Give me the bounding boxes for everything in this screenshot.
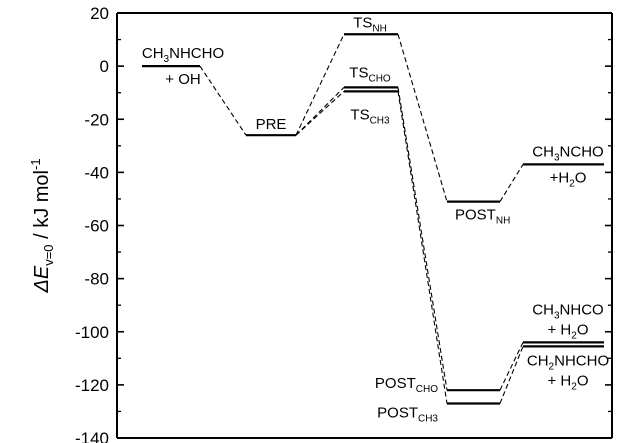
connector-reactants-to-pre: [199, 65, 247, 136]
connector-post_nh-to-prod_nh: [499, 164, 524, 202]
y-tick-label: -120: [75, 376, 109, 395]
axes: -140 -120 -100 -80 -60 -40 -20 0 20 ΔEv=0 / kJ mo…: [28, 4, 613, 443]
level-label2-prod_nh: +H2O: [550, 169, 587, 189]
connector-ts_nh-to-post_nh: [397, 34, 448, 202]
connector-post_ch3-to-prod_ch3: [499, 346, 524, 404]
y-tick-label: -80: [84, 270, 109, 289]
connector-lines: [199, 34, 524, 404]
y-tick-label: -140: [75, 429, 109, 443]
connector-ts_ch3-to-post_ch3: [397, 91, 448, 404]
level-label2-reactants: + OH: [165, 71, 200, 88]
level-label-prod_cho: CH3NHCO: [532, 301, 603, 321]
connector-pre-to-ts_ch3: [295, 90, 345, 136]
level-label-prod_ch3: CH2NHCHO: [527, 352, 609, 372]
level-label-post_ch3: POSTCH3: [377, 404, 438, 424]
level-label-reactants: CH3NHCHO: [142, 45, 224, 65]
y-tick-label: -100: [75, 323, 109, 342]
level-label-ts_cho: TSCHO: [349, 64, 391, 84]
level-labels: CH3NHCHO + OH PRE TSNH TSCHO TSCH3 POSTNH POSTC…: [142, 14, 609, 424]
level-label2-prod_ch3: + H2O: [548, 372, 589, 392]
energy-levels: [142, 33, 604, 405]
y-tick-label: 0: [100, 57, 109, 76]
level-label-pre: PRE: [256, 116, 287, 133]
level-label-ts_nh: TSNH: [353, 14, 387, 34]
connector-pre-to-ts_nh: [295, 34, 345, 136]
y-tick-label: -60: [84, 217, 109, 236]
connector-post_cho-to-prod_cho: [499, 342, 524, 391]
level-label2-prod_cho: + H2O: [548, 321, 589, 341]
y-tick-label: -20: [84, 110, 109, 129]
y-axis-title: ΔEv=0 / kJ mol-1: [28, 158, 56, 293]
level-label-prod_nh: CH3NCHO: [532, 143, 603, 163]
level-label-post_cho: POSTCHO: [375, 375, 438, 395]
y-tick-label: 20: [90, 4, 109, 23]
y-tick-label: -40: [84, 163, 109, 182]
level-label-ts_ch3: TSCH3: [350, 106, 390, 126]
connector-ts_cho-to-post_cho: [397, 87, 448, 391]
level-label-post_nh: POSTNH: [455, 207, 510, 227]
